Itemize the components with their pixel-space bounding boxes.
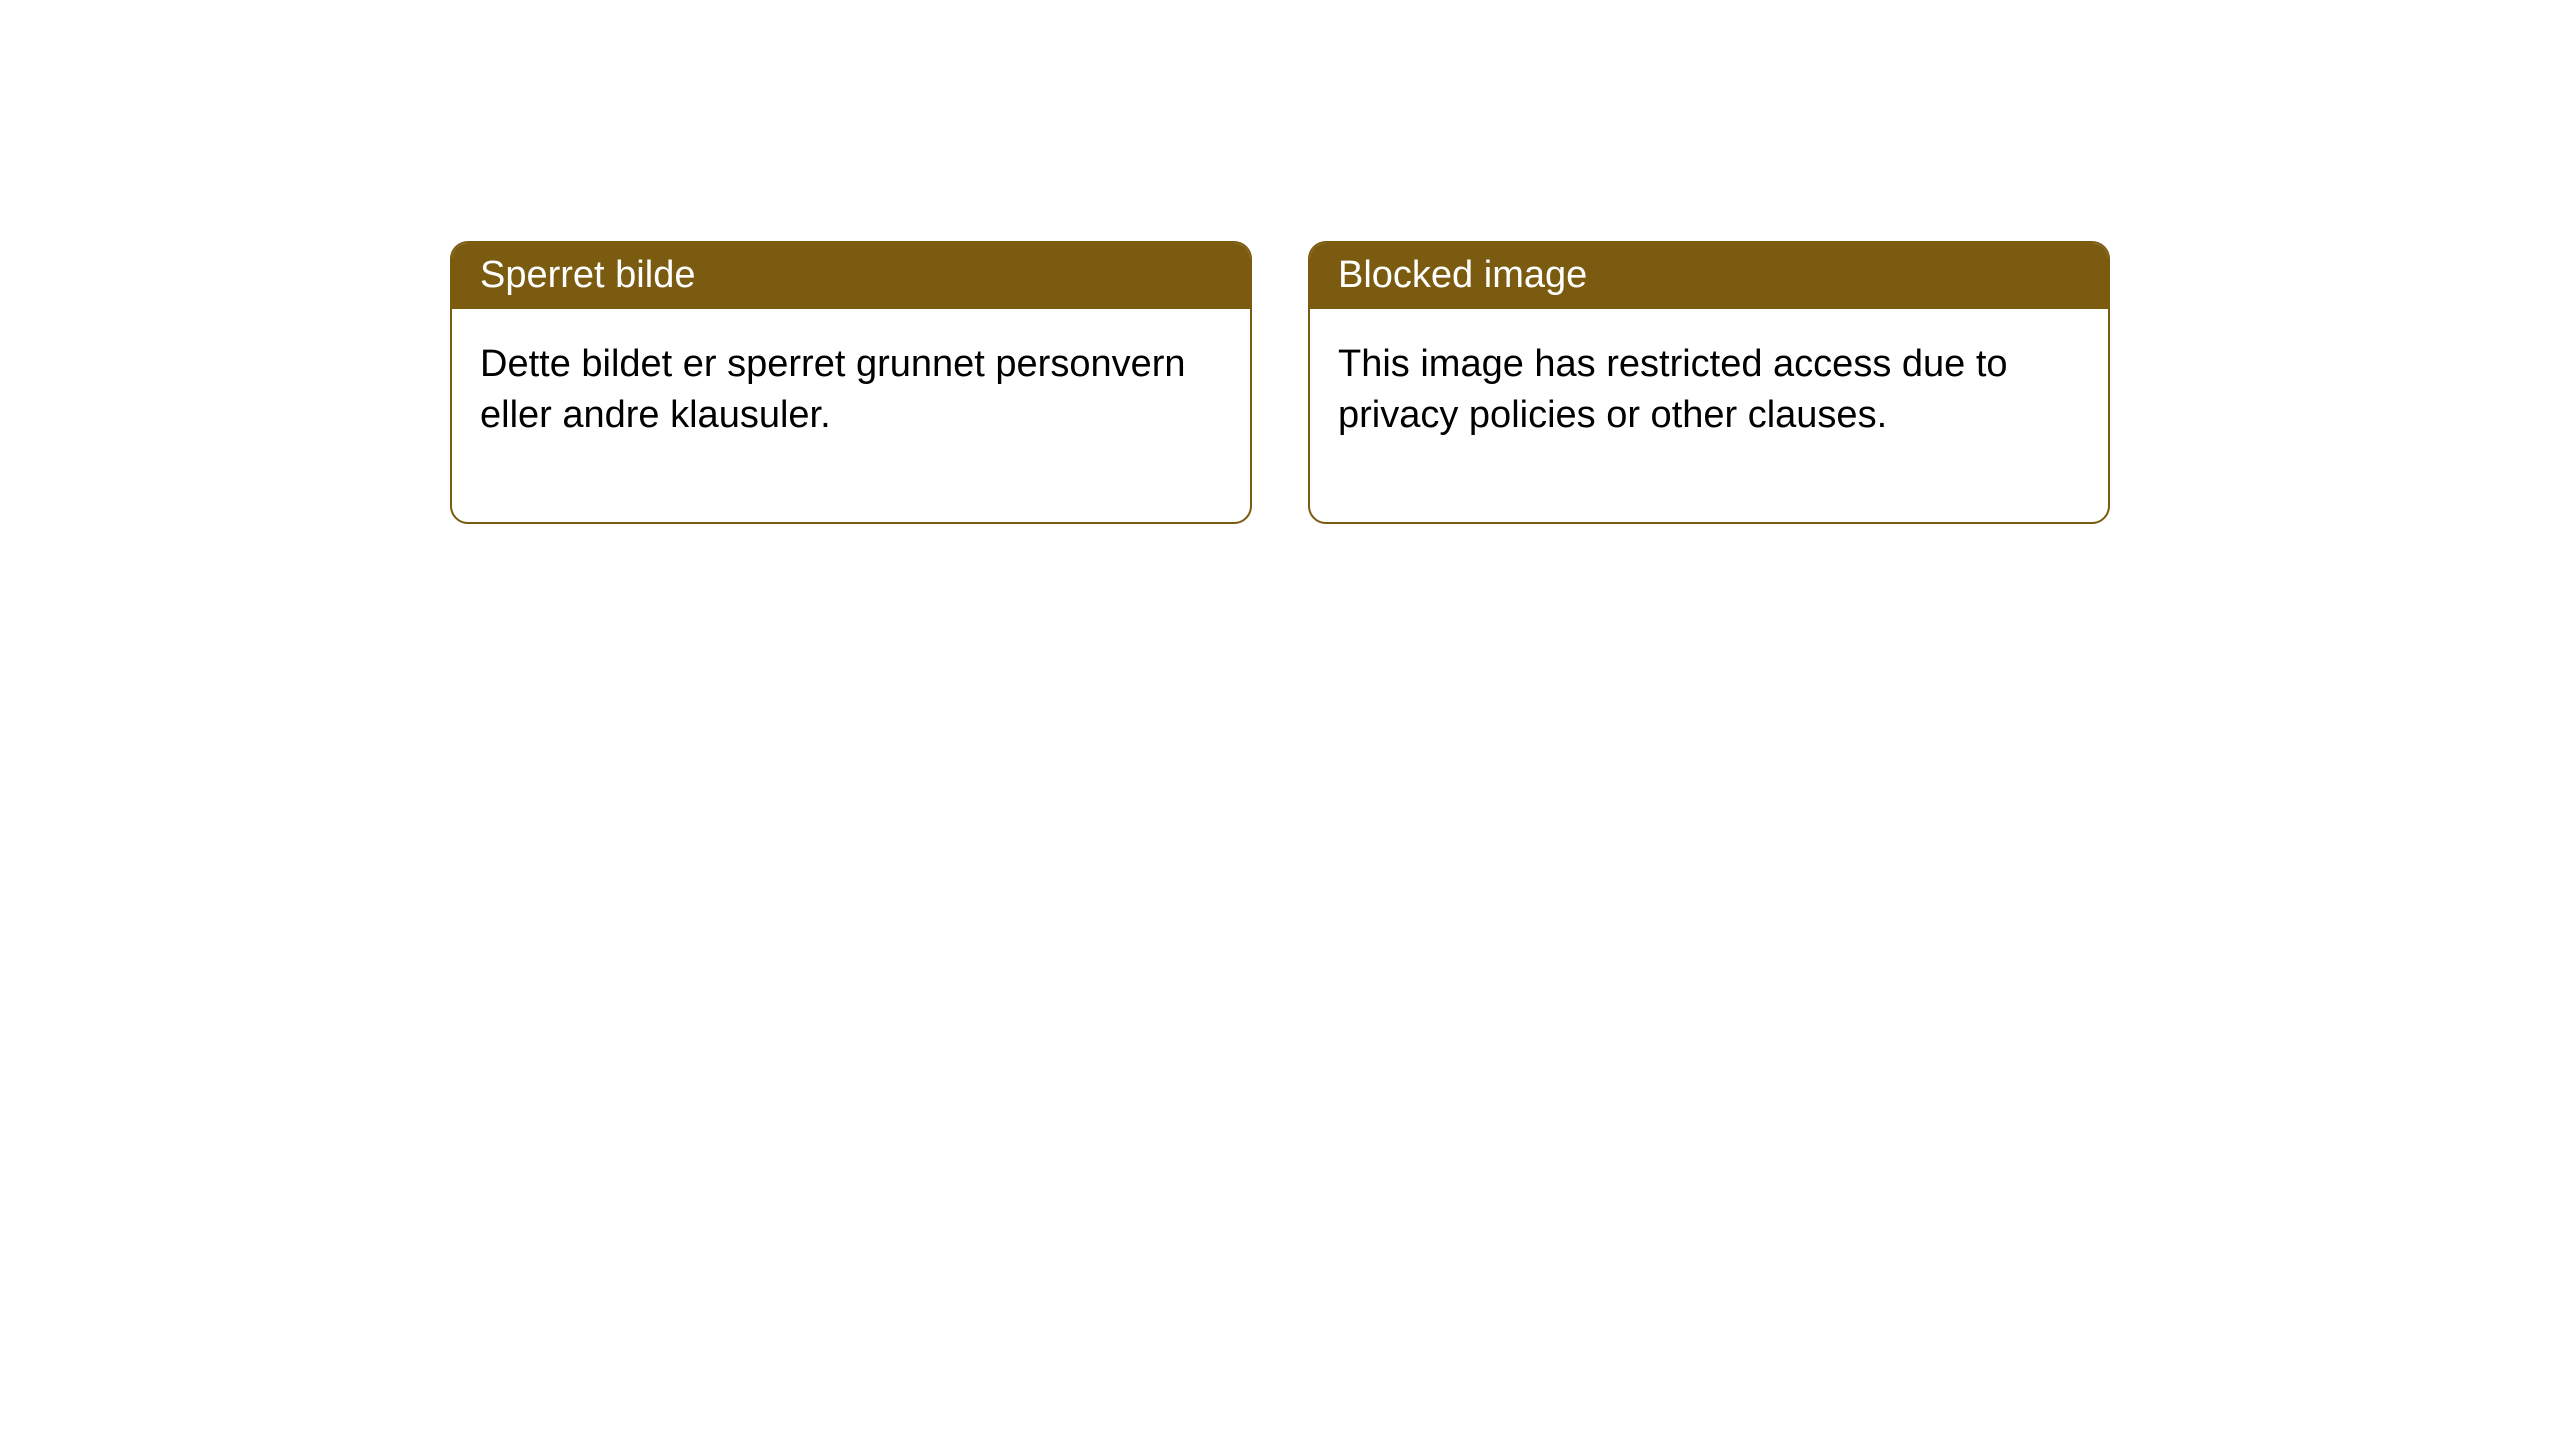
notice-body-norwegian: Dette bildet er sperret grunnet personve… — [452, 309, 1250, 522]
notice-card-norwegian: Sperret bilde Dette bildet er sperret gr… — [450, 241, 1252, 524]
notice-header-norwegian: Sperret bilde — [452, 243, 1250, 309]
notice-card-english: Blocked image This image has restricted … — [1308, 241, 2110, 524]
notice-header-english: Blocked image — [1310, 243, 2108, 309]
notice-body-english: This image has restricted access due to … — [1310, 309, 2108, 522]
notice-container: Sperret bilde Dette bildet er sperret gr… — [450, 241, 2110, 524]
